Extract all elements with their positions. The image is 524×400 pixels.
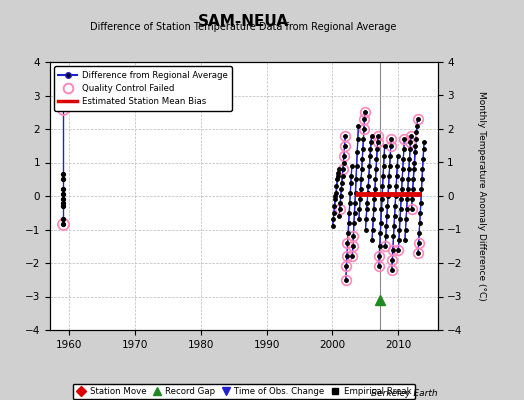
Text: Difference of Station Temperature Data from Regional Average: Difference of Station Temperature Data f…	[91, 22, 397, 32]
Y-axis label: Monthly Temperature Anomaly Difference (°C): Monthly Temperature Anomaly Difference (…	[476, 91, 486, 301]
Text: SAM-NEUA: SAM-NEUA	[198, 14, 289, 29]
Legend: Station Move, Record Gap, Time of Obs. Change, Empirical Break: Station Move, Record Gap, Time of Obs. C…	[73, 384, 414, 399]
Text: Berkeley Earth: Berkeley Earth	[371, 389, 438, 398]
